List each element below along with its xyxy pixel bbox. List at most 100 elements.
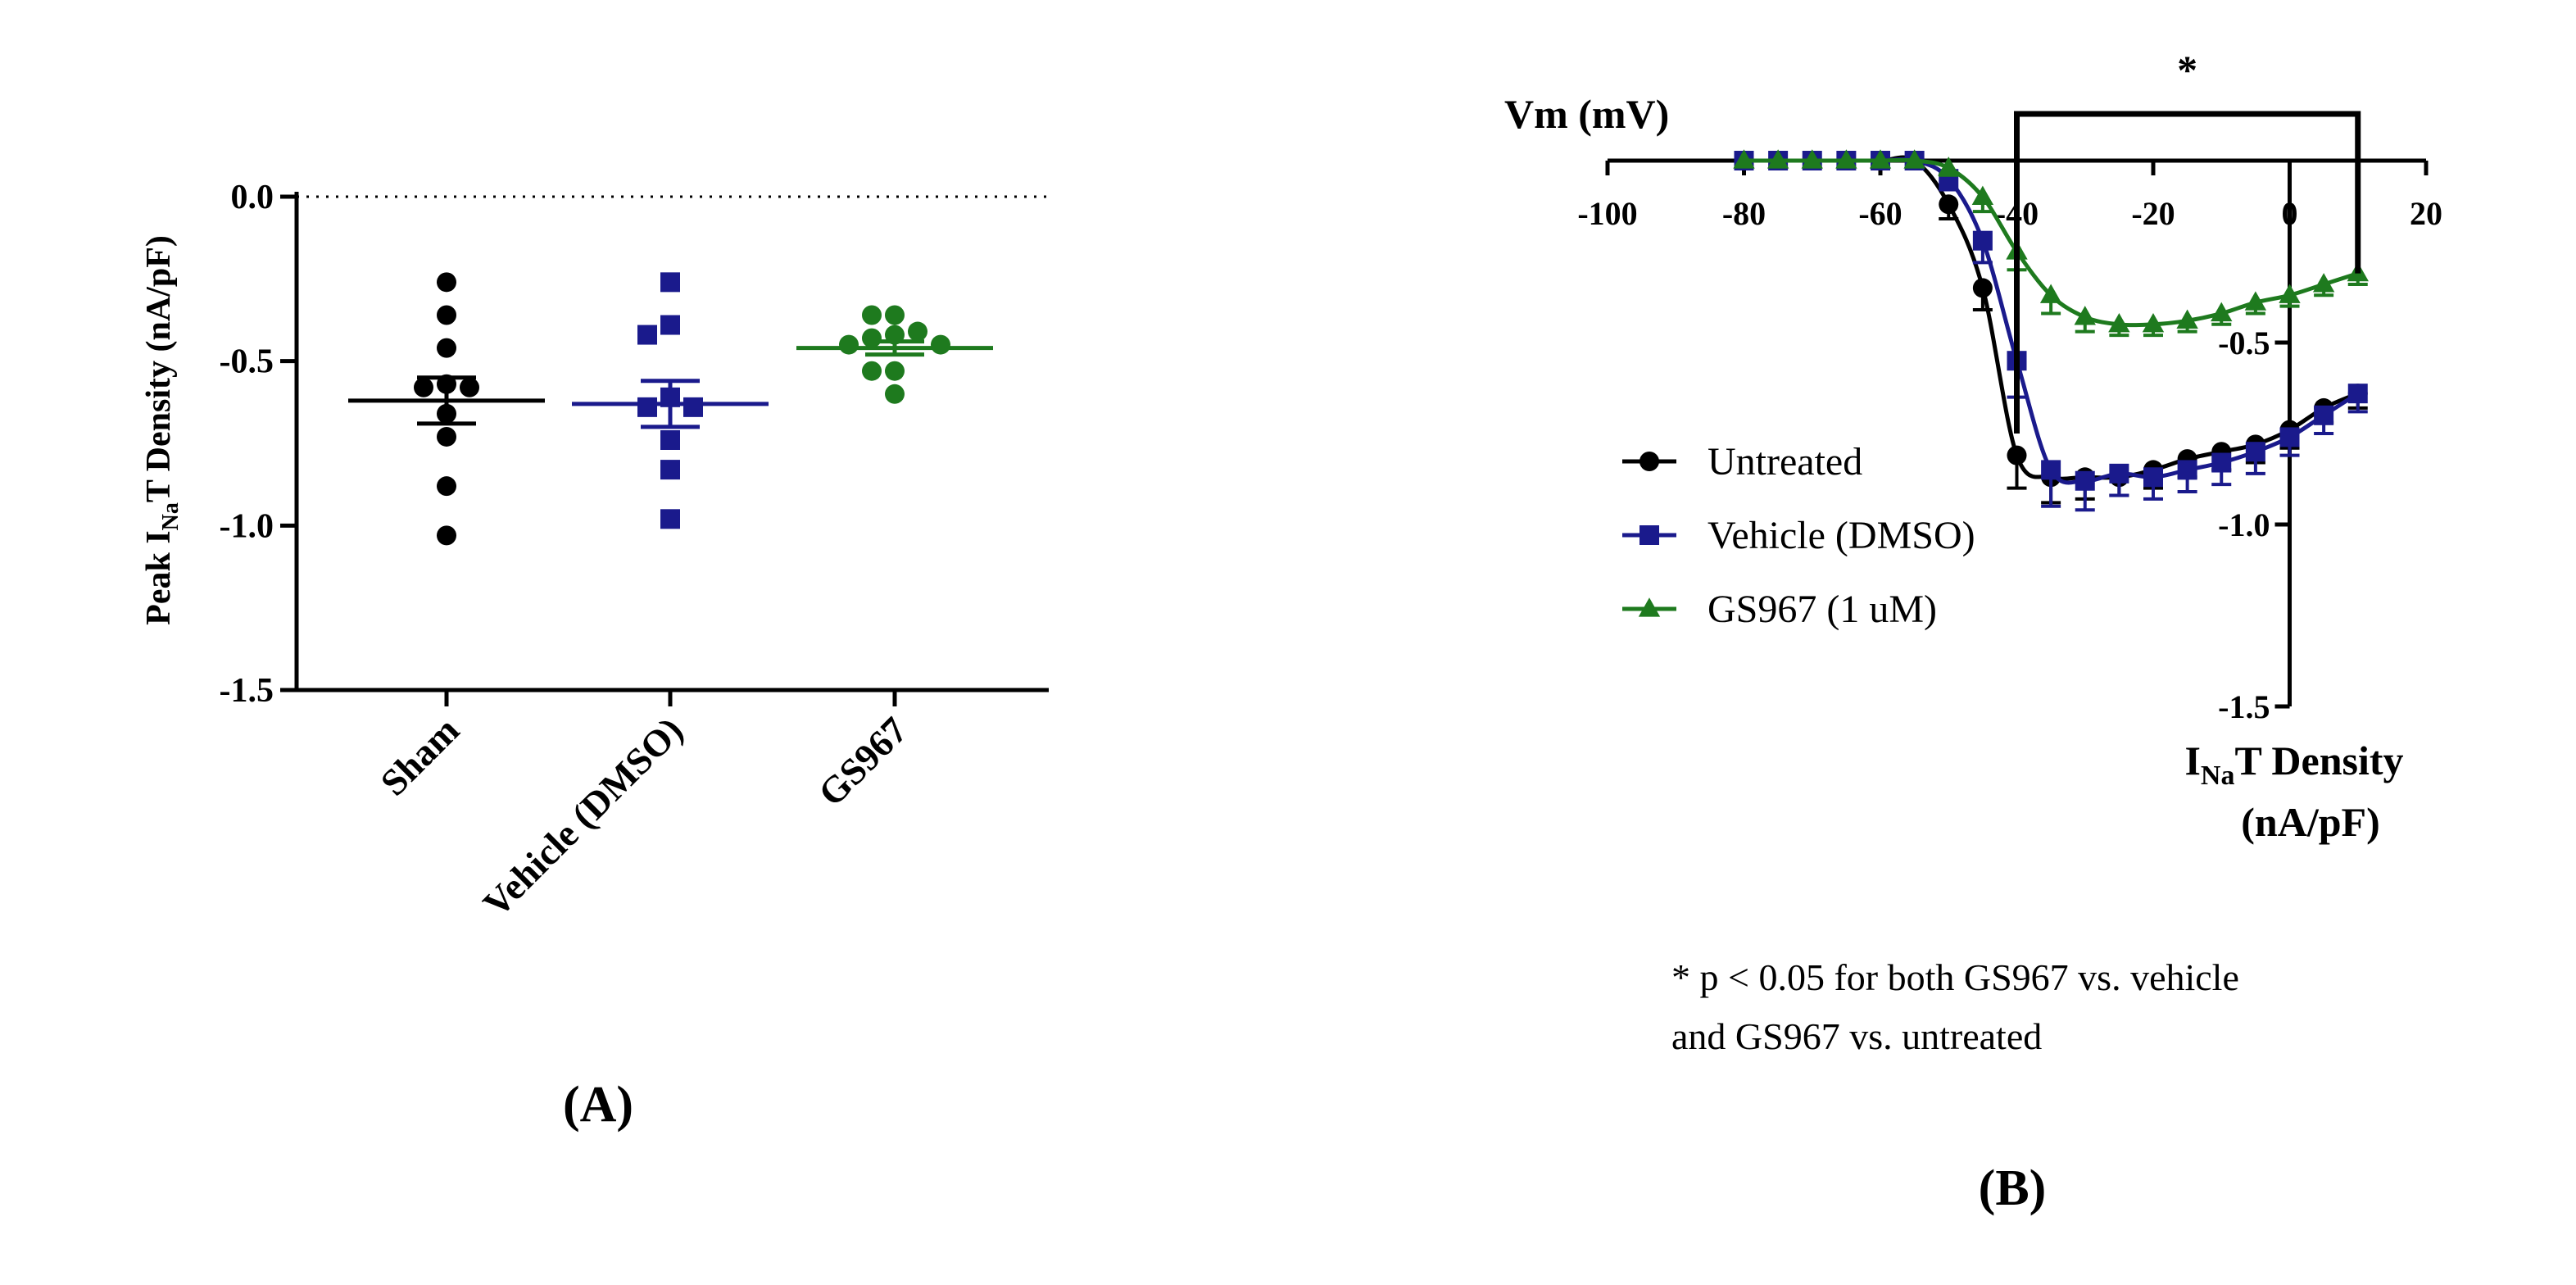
panel-b-ylabel-sub: Na <box>2201 761 2235 791</box>
panel-b-curve-untreated <box>1744 155 2359 481</box>
panel-b-point-gs967-1-um <box>1938 157 1960 176</box>
panel-a-point-sham <box>437 525 456 546</box>
panel-a-label: (A) <box>563 1077 633 1133</box>
panel-b-point-vehicle-dmso <box>2211 452 2232 473</box>
panel-a-point-gs967 <box>885 384 905 404</box>
panel-b-point-gs967-1-um <box>1835 149 1857 169</box>
panel-b-point-vehicle-dmso <box>2279 427 2300 447</box>
panel-b-y-tick-label: -0.5 <box>2218 325 2270 361</box>
panel-b-xlabel: Vm (mV) <box>1504 91 1669 137</box>
panel-b-chart: Vm (mV) INaT Density (nA/pF) * p < 0.05 … <box>1504 47 2442 1216</box>
panel-a-point-gs967 <box>931 334 950 355</box>
panel-b-legend: Untreated Vehicle (DMSO) GS967 (1 uM) <box>1622 440 1975 631</box>
panel-b-point-gs967-1-um <box>1903 149 1925 169</box>
panel-b-ylabel-line2: (nA/pF) <box>2241 799 2379 845</box>
panel-b-legend-marker-untreated <box>1639 452 1659 471</box>
panel-b-legend-label-untreated: Untreated <box>1708 440 1862 484</box>
panel-b-footnote-line1: * p < 0.05 for both GS967 vs. vehicle <box>1671 956 2239 998</box>
panel-b-point-gs967-1-um <box>2039 284 2062 303</box>
panel-b-significance-star: * <box>2177 47 2197 93</box>
panel-a-ylabel-prefix: Peak I <box>140 530 178 625</box>
panel-a-group-sham <box>348 272 545 546</box>
panel-b-ylabel-suffix: T Density <box>2234 738 2403 783</box>
panel-b-footnote-line2: and GS967 vs. untreated <box>1671 1015 2042 1057</box>
panel-b-point-gs967-1-um <box>1801 149 1823 169</box>
panel-a-point-sham <box>437 305 456 325</box>
panel-b-label: (B) <box>1979 1160 2047 1216</box>
panel-b-x-tick-label: -100 <box>1577 195 1637 232</box>
panel-a-ylabel: Peak INaT Density (nA/pF) <box>140 235 184 625</box>
panel-b-point-vehicle-dmso <box>2177 460 2197 480</box>
panel-b-series-gs967-1-um <box>1733 149 2369 338</box>
panel-a-y-tick-label: -1.0 <box>220 507 274 545</box>
panel-b-x-tick-label: 20 <box>2410 195 2442 232</box>
panel-b-point-gs967-1-um <box>1869 149 1892 169</box>
panel-b-x-tick-label: -20 <box>2131 195 2175 232</box>
panel-a-chart: Peak INaT Density (nA/pF) (A) 0.0 -0.5 -1.… <box>140 179 1049 1133</box>
panel-b-point-untreated <box>1939 194 1959 215</box>
panel-b-point-gs967-1-um <box>1971 185 1994 205</box>
panel-b-point-gs967-1-um <box>2176 309 2198 329</box>
panel-a-point-sham <box>460 377 479 397</box>
panel-b-point-gs967-1-um <box>2244 291 2267 311</box>
panel-a-point-vehicle-dmso <box>660 460 680 480</box>
panel-b-x-tick-label: 0 <box>2282 195 2298 232</box>
panel-b-point-gs967-1-um <box>1766 149 1789 169</box>
panel-a-point-vehicle-dmso <box>660 272 680 293</box>
panel-b-point-gs967-1-um <box>2108 313 2130 333</box>
panel-b-point-vehicle-dmso <box>2245 442 2265 462</box>
panel-a-point-sham <box>437 272 456 293</box>
panel-a-point-sham <box>437 426 456 447</box>
panel-b-legend-marker-gs967-1-um <box>1638 597 1661 617</box>
panel-a-x-tick-label-sham: Sham <box>372 709 467 804</box>
panel-a-point-vehicle-dmso <box>660 315 680 335</box>
panel-b-significance-bracket <box>2014 111 2361 434</box>
panel-b-point-gs967-1-um <box>2279 284 2301 303</box>
panel-a-point-gs967 <box>862 305 882 325</box>
panel-a-ylabel-suffix: T Density (nA/pF) <box>140 235 178 502</box>
panel-b-point-vehicle-dmso <box>1972 230 1993 251</box>
panel-a-point-gs967 <box>862 361 882 381</box>
panel-a-point-sham <box>437 476 456 497</box>
panel-a-point-vehicle-dmso <box>660 509 680 529</box>
panel-a-x-tick-label-vehicle-dmso: Vehicle (DMSO) <box>475 709 691 924</box>
panel-a-ylabel-sub: Na <box>158 502 184 530</box>
panel-a-point-gs967 <box>885 361 905 381</box>
panel-a-point-sham <box>437 338 456 358</box>
panel-a-group-vehicle-dmso <box>572 272 769 529</box>
panel-a-group-gs967 <box>796 305 993 404</box>
panel-a-point-gs967 <box>862 328 882 348</box>
panel-b-point-gs967-1-um <box>2312 273 2335 293</box>
panel-b-point-vehicle-dmso <box>2041 460 2061 480</box>
panel-b-point-gs967-1-um <box>2074 306 2096 325</box>
panel-b-curve-vehicle-dmso <box>1744 157 2360 485</box>
panel-a-y-tick-label: 0.0 <box>231 179 274 216</box>
panel-b-x-tick-label: -60 <box>1858 195 1902 232</box>
panel-a-point-vehicle-dmso <box>683 397 703 417</box>
panel-a-y-tick-label: -0.5 <box>220 343 274 381</box>
panel-b-x-tick-label: -80 <box>1722 195 1766 232</box>
panel-b-legend-marker-vehicle-dmso <box>1639 525 1659 545</box>
panel-a-point-gs967 <box>839 334 859 355</box>
panel-b-ylabel: INaT Density <box>2184 738 2403 791</box>
panel-a-point-gs967 <box>908 321 927 342</box>
panel-a-point-vehicle-dmso <box>660 429 680 450</box>
panel-b-legend-label-gs967-1-um: GS967 (1 uM) <box>1708 588 1937 631</box>
panel-b-point-untreated <box>2007 445 2027 465</box>
panel-b-y-tick-label: -1.0 <box>2218 506 2270 543</box>
panel-a-point-vehicle-dmso <box>637 397 657 417</box>
panel-b-point-vehicle-dmso <box>2075 470 2095 491</box>
panel-b-ylabel-prefix: I <box>2184 738 2200 783</box>
panel-a-y-tick-label: -1.5 <box>220 672 274 710</box>
panel-a-point-gs967 <box>885 305 905 325</box>
panel-b-y-tick-label: -1.5 <box>2218 688 2270 725</box>
panel-b-point-gs967-1-um <box>1733 149 1755 169</box>
panel-b-point-gs967-1-um <box>2211 302 2233 322</box>
panel-b-legend-label-vehicle-dmso: Vehicle (DMSO) <box>1708 514 1975 557</box>
panel-b-point-vehicle-dmso <box>2143 467 2163 488</box>
panel-a-x-tick-label-gs967: GS967 <box>810 709 915 814</box>
panel-a-point-sham <box>414 377 433 397</box>
panel-b-point-vehicle-dmso <box>2314 405 2334 425</box>
panel-b-point-gs967-1-um <box>2142 313 2165 333</box>
